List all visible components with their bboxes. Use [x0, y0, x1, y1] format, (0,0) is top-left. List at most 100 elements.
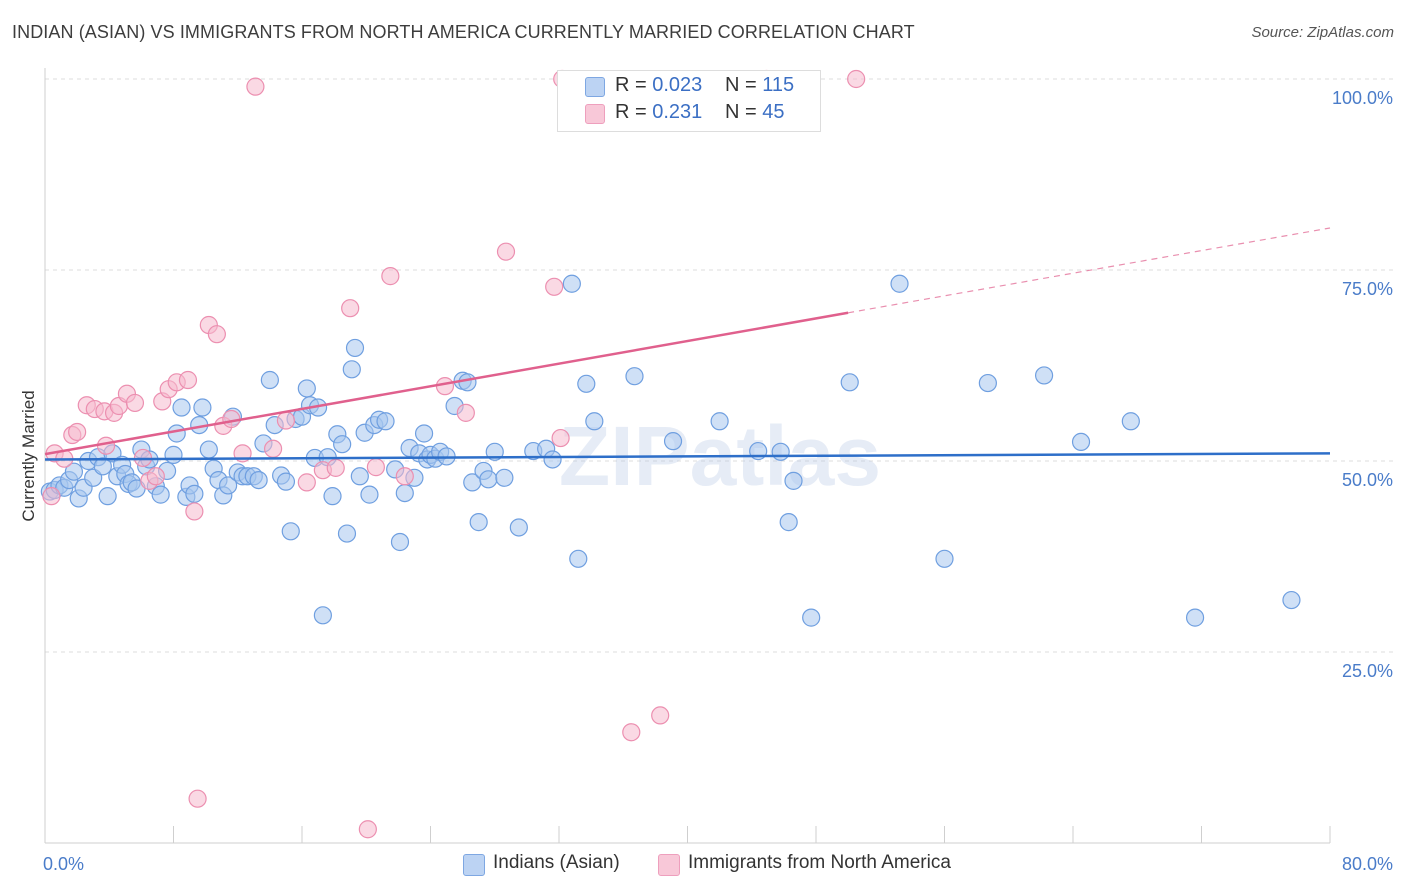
- data-point: [172, 398, 191, 417]
- data-point: [350, 467, 369, 486]
- data-point: [366, 458, 385, 477]
- legend-r-label: R =: [615, 74, 647, 96]
- data-point: [151, 485, 170, 504]
- y-tick-label: 100.0%: [1332, 88, 1393, 108]
- data-point: [622, 723, 641, 742]
- data-point: [496, 242, 516, 261]
- data-point: [326, 458, 345, 477]
- data-point: [96, 436, 116, 455]
- data-point: [125, 393, 145, 413]
- data-point: [246, 77, 265, 96]
- data-point: [663, 432, 683, 451]
- data-point: [551, 428, 570, 448]
- data-point: [585, 412, 604, 431]
- data-point: [222, 409, 241, 429]
- trend-line-solid: [44, 311, 849, 456]
- legend-swatch-blue: [463, 854, 485, 876]
- legend-n-label: N =: [725, 74, 757, 96]
- x-tick-label: 0.0%: [43, 854, 84, 874]
- data-point: [509, 518, 528, 537]
- data-point: [569, 549, 588, 568]
- data-point: [260, 370, 279, 390]
- data-point: [249, 471, 268, 490]
- data-point: [341, 299, 360, 318]
- axes: [44, 68, 1331, 844]
- y-tick-labels: 25.0% 50.0% 75.0% 100.0%: [1332, 88, 1393, 681]
- data-point: [313, 606, 332, 625]
- legend-n-value: 115: [762, 74, 795, 96]
- data-point: [710, 412, 729, 431]
- data-point: [469, 513, 488, 532]
- data-point: [577, 374, 596, 393]
- data-point: [1121, 412, 1140, 431]
- data-point: [395, 467, 414, 486]
- data-point: [935, 549, 954, 568]
- data-point: [358, 820, 377, 839]
- data-point: [345, 338, 365, 358]
- data-point: [390, 532, 410, 552]
- data-point: [167, 424, 186, 443]
- data-point: [276, 411, 296, 430]
- data-point: [456, 403, 475, 422]
- data-point: [42, 487, 61, 506]
- data-point: [185, 484, 204, 503]
- data-point: [360, 485, 379, 504]
- data-point: [840, 373, 859, 392]
- data-point: [779, 513, 798, 532]
- data-point: [178, 370, 198, 390]
- data-point: [146, 467, 165, 486]
- data-point: [199, 440, 218, 459]
- data-point: [847, 69, 866, 89]
- data-point: [562, 274, 581, 293]
- data-point: [297, 379, 316, 398]
- legend-swatch-pink: [585, 104, 605, 124]
- data-point: [323, 487, 342, 506]
- data-point: [414, 424, 434, 443]
- data-point: [64, 462, 84, 481]
- data-point: [185, 502, 204, 521]
- data-point: [342, 360, 361, 379]
- data-point: [188, 789, 207, 808]
- data-point: [395, 483, 414, 503]
- data-point: [381, 267, 400, 286]
- data-point: [1034, 366, 1054, 385]
- data-point: [802, 608, 821, 627]
- data-point: [543, 450, 562, 469]
- data-point: [68, 422, 87, 442]
- data-point: [281, 522, 300, 541]
- legend-n-label: N =: [725, 101, 757, 123]
- source-label: Source: ZipAtlas.com: [1251, 24, 1394, 41]
- series-indians-asian: [40, 274, 1301, 627]
- data-point: [435, 377, 455, 396]
- legend-r-value: 0.023: [652, 74, 703, 96]
- legend-r-label: R =: [615, 101, 647, 123]
- y-tick-label: 25.0%: [1342, 661, 1393, 681]
- data-point: [495, 468, 514, 487]
- legend-r-value: 0.231: [652, 101, 703, 123]
- trend-line-dashed: [848, 227, 1331, 314]
- data-point: [1071, 432, 1091, 451]
- chart-title: INDIAN (ASIAN) VS IMMIGRANTS FROM NORTH …: [12, 22, 915, 42]
- legend-n-value: 45: [762, 101, 785, 123]
- data-point: [978, 373, 997, 393]
- data-point: [193, 398, 212, 417]
- legend-swatch-pink: [658, 854, 680, 876]
- data-point: [297, 473, 316, 492]
- x-tick-label: 80.0%: [1342, 854, 1393, 874]
- correlation-legend: R = 0.023 N = 115 R = 0.231 N = 45: [557, 70, 821, 132]
- legend-swatch-blue: [585, 77, 605, 97]
- data-point: [458, 373, 477, 392]
- x-tick-labels: 0.0% 80.0%: [43, 854, 1393, 874]
- data-point: [337, 524, 357, 543]
- data-point: [219, 476, 238, 495]
- data-point: [1185, 608, 1205, 627]
- grid-lines: [45, 78, 1394, 653]
- data-point: [263, 439, 283, 458]
- data-point: [784, 471, 803, 490]
- data-point: [207, 325, 226, 344]
- y-tick-label: 50.0%: [1342, 470, 1393, 490]
- data-point: [376, 412, 395, 431]
- y-tick-label: 75.0%: [1342, 279, 1393, 299]
- data-point: [890, 274, 909, 293]
